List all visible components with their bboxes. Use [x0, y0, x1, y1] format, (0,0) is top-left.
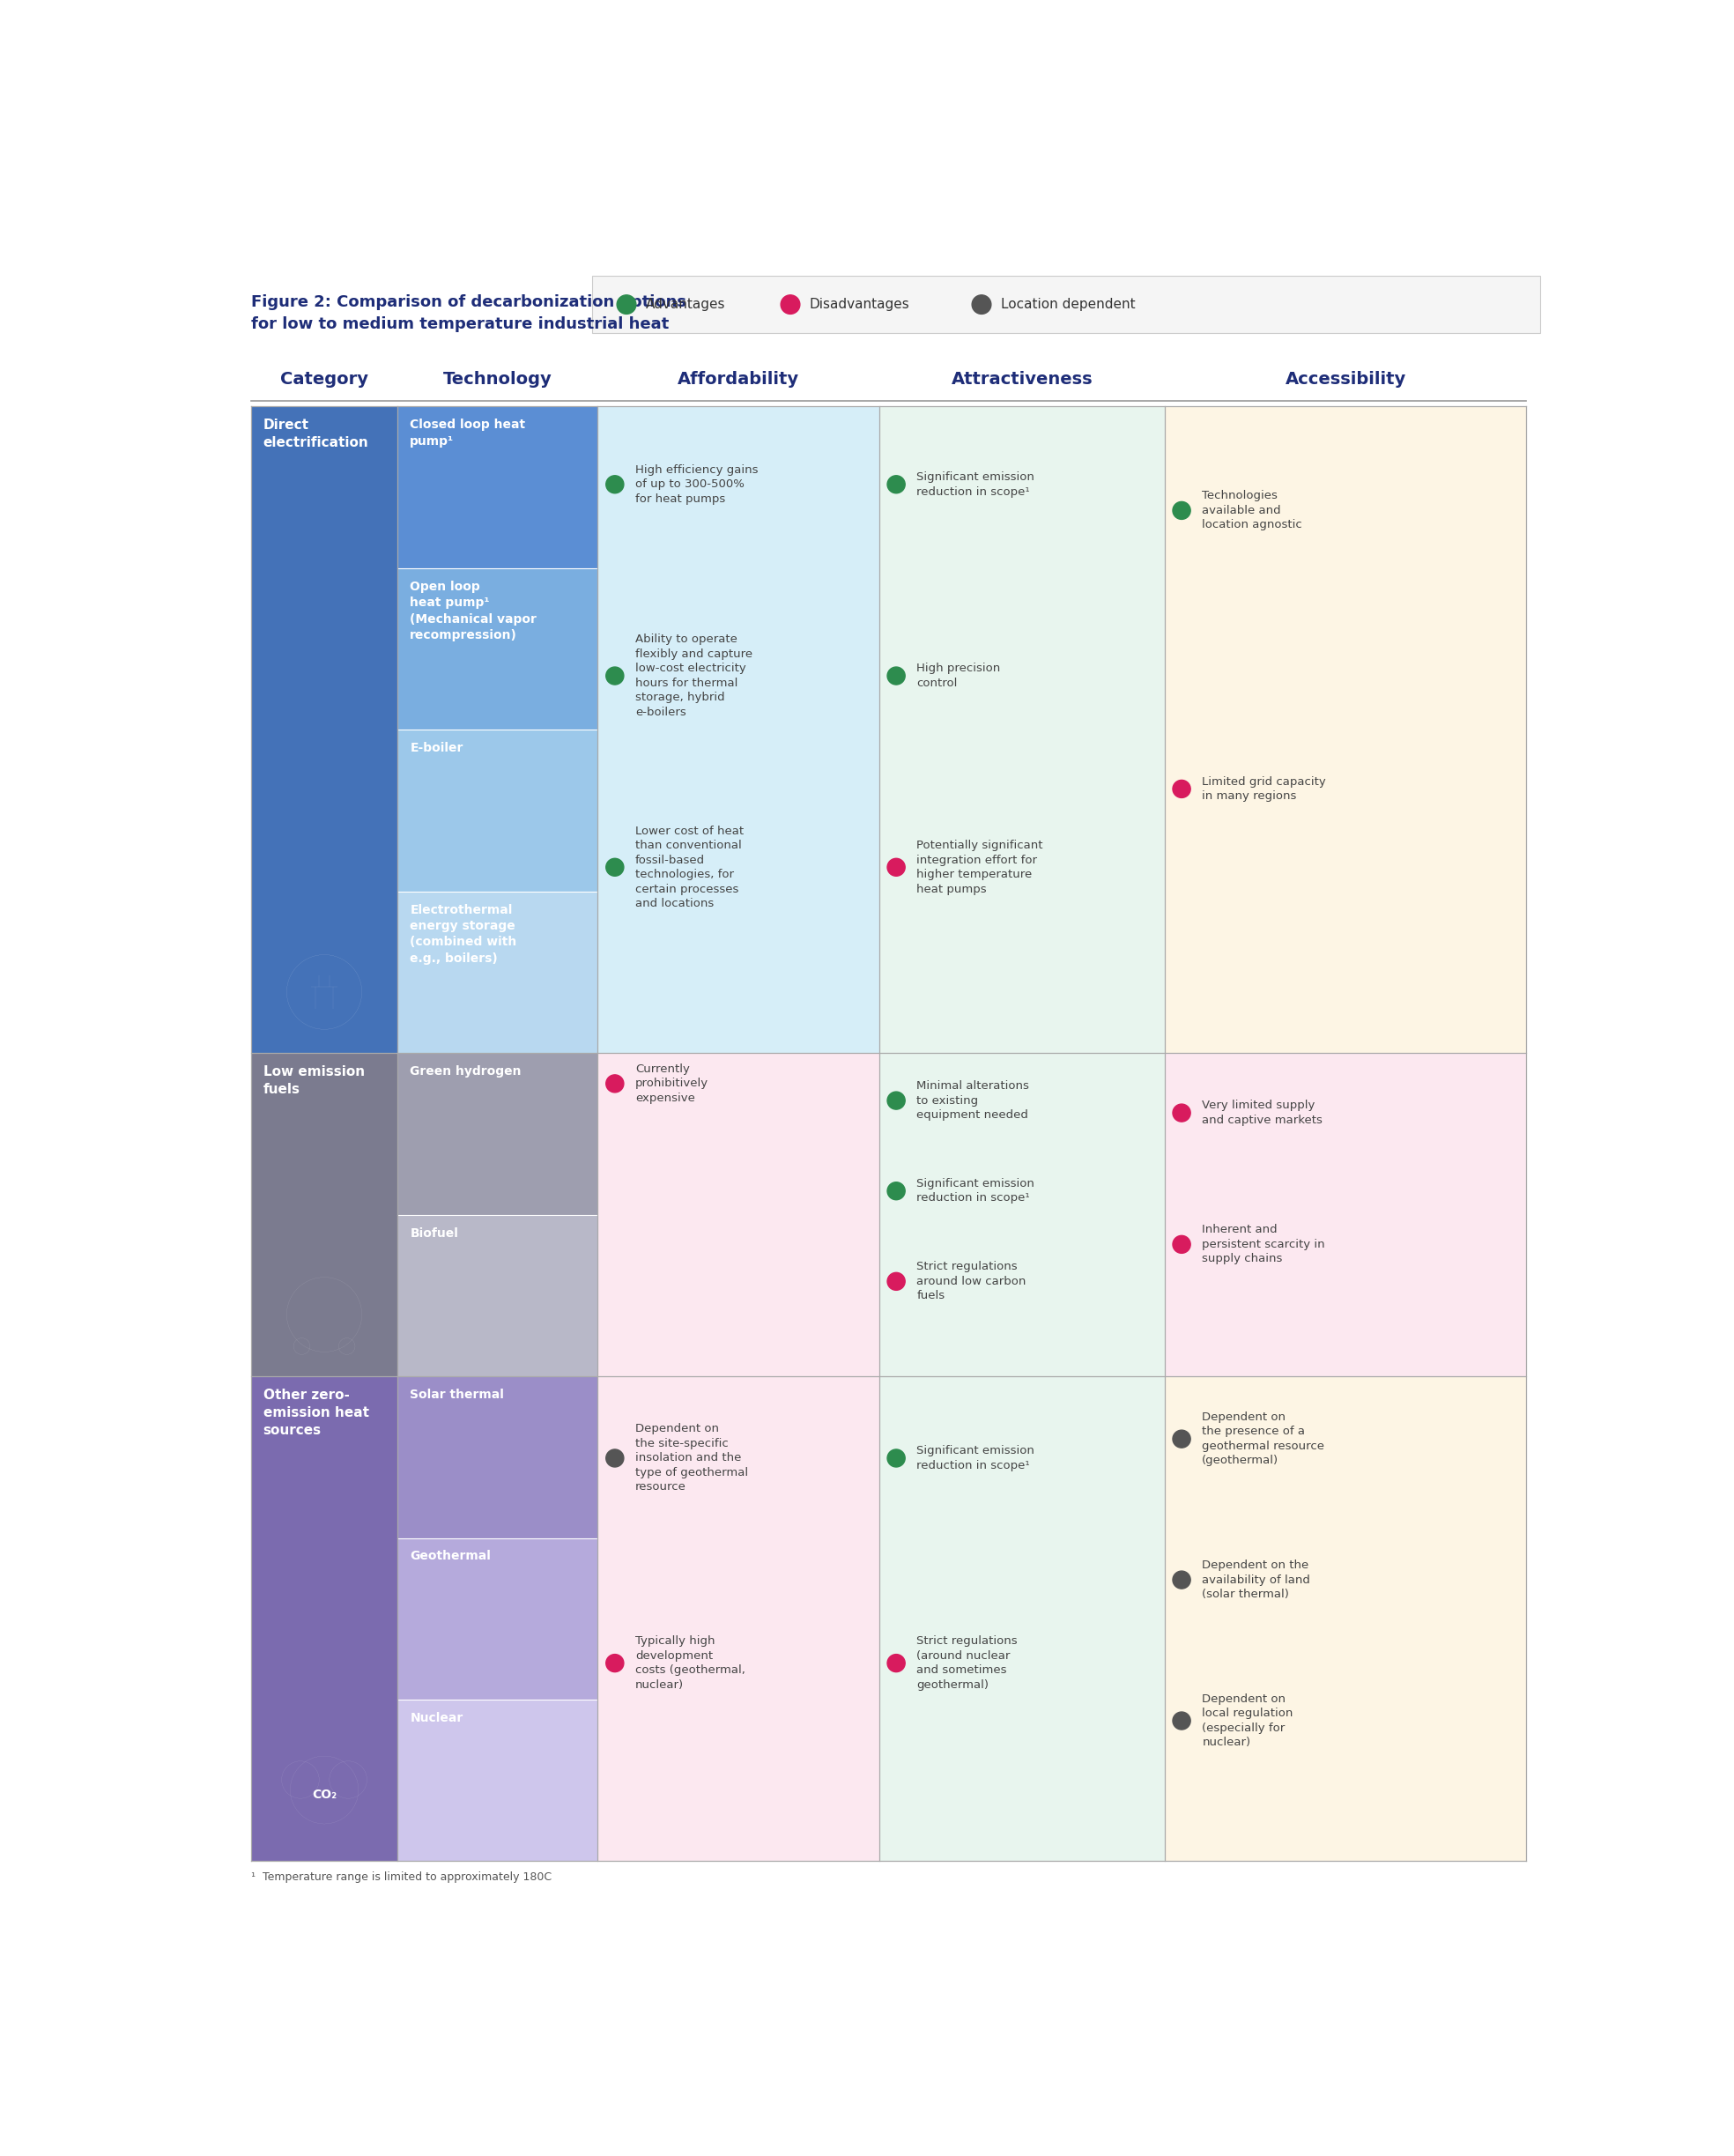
Polygon shape: [1165, 1376, 1526, 1861]
Text: Biofuel: Biofuel: [409, 1227, 458, 1240]
Text: Very limited supply
and captive markets: Very limited supply and captive markets: [1202, 1100, 1323, 1125]
Circle shape: [1172, 780, 1191, 798]
Circle shape: [780, 295, 799, 315]
Text: Currently
prohibitively
expensive: Currently prohibitively expensive: [635, 1063, 709, 1104]
Text: for low to medium temperature industrial heat: for low to medium temperature industrial…: [251, 317, 669, 332]
Text: Green hydrogen: Green hydrogen: [409, 1065, 522, 1078]
Circle shape: [888, 1181, 905, 1199]
Polygon shape: [397, 407, 598, 569]
Text: Technology: Technology: [444, 371, 551, 388]
Polygon shape: [397, 1699, 598, 1861]
Text: Geothermal: Geothermal: [409, 1550, 491, 1563]
Text: Inherent and
persistent scarcity in
supply chains: Inherent and persistent scarcity in supp…: [1202, 1225, 1325, 1266]
Circle shape: [1172, 1712, 1191, 1729]
Polygon shape: [598, 407, 879, 1052]
Circle shape: [973, 295, 992, 315]
Polygon shape: [879, 1052, 1165, 1376]
Circle shape: [1172, 1235, 1191, 1253]
Polygon shape: [598, 1052, 879, 1376]
Circle shape: [605, 1449, 624, 1466]
Text: Strict regulations
around low carbon
fuels: Strict regulations around low carbon fue…: [917, 1261, 1027, 1302]
Text: Dependent on
the presence of a
geothermal resource
(geothermal): Dependent on the presence of a geotherma…: [1202, 1412, 1325, 1466]
Circle shape: [605, 476, 624, 494]
Polygon shape: [397, 1537, 598, 1699]
Text: ¹  Temperature range is limited to approximately 180C: ¹ Temperature range is limited to approx…: [251, 1871, 551, 1882]
Text: Significant emission
reduction in scope¹: Significant emission reduction in scope¹: [917, 1177, 1035, 1203]
Text: Nuclear: Nuclear: [409, 1712, 463, 1725]
Text: Lower cost of heat
than conventional
fossil-based
technologies, for
certain proc: Lower cost of heat than conventional fos…: [635, 826, 744, 910]
Text: Low emission
fuels: Low emission fuels: [264, 1065, 364, 1095]
Text: E-boiler: E-boiler: [409, 742, 463, 755]
Polygon shape: [397, 1376, 598, 1537]
Text: Limited grid capacity
in many regions: Limited grid capacity in many regions: [1202, 776, 1327, 802]
Text: Typically high
development
costs (geothermal,
nuclear): Typically high development costs (geothe…: [635, 1636, 746, 1690]
Circle shape: [888, 476, 905, 494]
Text: Strict regulations
(around nuclear
and sometimes
geothermal): Strict regulations (around nuclear and s…: [917, 1636, 1018, 1690]
Text: Electrothermal
energy storage
(combined with
e.g., boilers): Electrothermal energy storage (combined …: [409, 903, 517, 964]
Text: Dependent on the
availability of land
(solar thermal): Dependent on the availability of land (s…: [1202, 1559, 1311, 1600]
Text: Significant emission
reduction in scope¹: Significant emission reduction in scope¹: [917, 472, 1035, 498]
Text: Advantages: Advantages: [645, 298, 725, 310]
Circle shape: [888, 1272, 905, 1289]
Text: Solar thermal: Solar thermal: [409, 1388, 505, 1401]
Text: Open loop
heat pump¹
(Mechanical vapor
recompression): Open loop heat pump¹ (Mechanical vapor r…: [409, 580, 538, 642]
Circle shape: [605, 1654, 624, 1671]
Text: Ability to operate
flexibly and capture
low-cost electricity
hours for thermal
s: Ability to operate flexibly and capture …: [635, 634, 753, 718]
Text: Potentially significant
integration effort for
higher temperature
heat pumps: Potentially significant integration effo…: [917, 839, 1044, 895]
Text: High efficiency gains
of up to 300-500%
for heat pumps: High efficiency gains of up to 300-500% …: [635, 464, 758, 505]
Text: Technologies
available and
location agnostic: Technologies available and location agno…: [1202, 489, 1302, 530]
Circle shape: [888, 666, 905, 686]
Circle shape: [605, 666, 624, 686]
Text: Significant emission
reduction in scope¹: Significant emission reduction in scope¹: [917, 1445, 1035, 1470]
Polygon shape: [1165, 1052, 1526, 1376]
Text: Closed loop heat
pump¹: Closed loop heat pump¹: [409, 418, 525, 448]
Circle shape: [888, 1091, 905, 1110]
Text: High precision
control: High precision control: [917, 662, 1001, 688]
Circle shape: [888, 1449, 905, 1466]
Text: Disadvantages: Disadvantages: [810, 298, 910, 310]
Text: Other zero-
emission heat
sources: Other zero- emission heat sources: [264, 1388, 369, 1436]
Polygon shape: [397, 1052, 598, 1214]
Text: Affordability: Affordability: [678, 371, 799, 388]
Polygon shape: [598, 1376, 879, 1861]
Polygon shape: [251, 407, 397, 1052]
Circle shape: [605, 1076, 624, 1093]
Circle shape: [617, 295, 636, 315]
Circle shape: [1172, 502, 1191, 520]
Circle shape: [888, 858, 905, 875]
Polygon shape: [879, 1376, 1165, 1861]
Polygon shape: [397, 731, 598, 890]
Text: Location dependent: Location dependent: [1001, 298, 1136, 310]
Polygon shape: [397, 890, 598, 1052]
Polygon shape: [397, 1214, 598, 1376]
Text: Minimal alterations
to existing
equipment needed: Minimal alterations to existing equipmen…: [917, 1080, 1030, 1121]
Text: Figure 2: Comparison of decarbonization options: Figure 2: Comparison of decarbonization …: [251, 293, 687, 310]
Polygon shape: [593, 276, 1540, 334]
Circle shape: [888, 1654, 905, 1671]
Polygon shape: [879, 407, 1165, 1052]
Text: Dependent on
local regulation
(especially for
nuclear): Dependent on local regulation (especiall…: [1202, 1692, 1294, 1749]
Circle shape: [605, 858, 624, 875]
Text: Direct
electrification: Direct electrification: [264, 418, 369, 448]
Polygon shape: [251, 1376, 397, 1861]
Circle shape: [1172, 1429, 1191, 1449]
Polygon shape: [251, 1052, 397, 1376]
Text: Attractiveness: Attractiveness: [950, 371, 1092, 388]
Text: Accessibility: Accessibility: [1285, 371, 1406, 388]
Polygon shape: [397, 569, 598, 731]
Text: CO₂: CO₂: [312, 1789, 336, 1800]
Polygon shape: [1165, 407, 1526, 1052]
Text: Dependent on
the site-specific
insolation and the
type of geothermal
resource: Dependent on the site-specific insolatio…: [635, 1423, 749, 1492]
Circle shape: [1172, 1572, 1191, 1589]
Text: Category: Category: [281, 371, 368, 388]
Circle shape: [1172, 1104, 1191, 1121]
